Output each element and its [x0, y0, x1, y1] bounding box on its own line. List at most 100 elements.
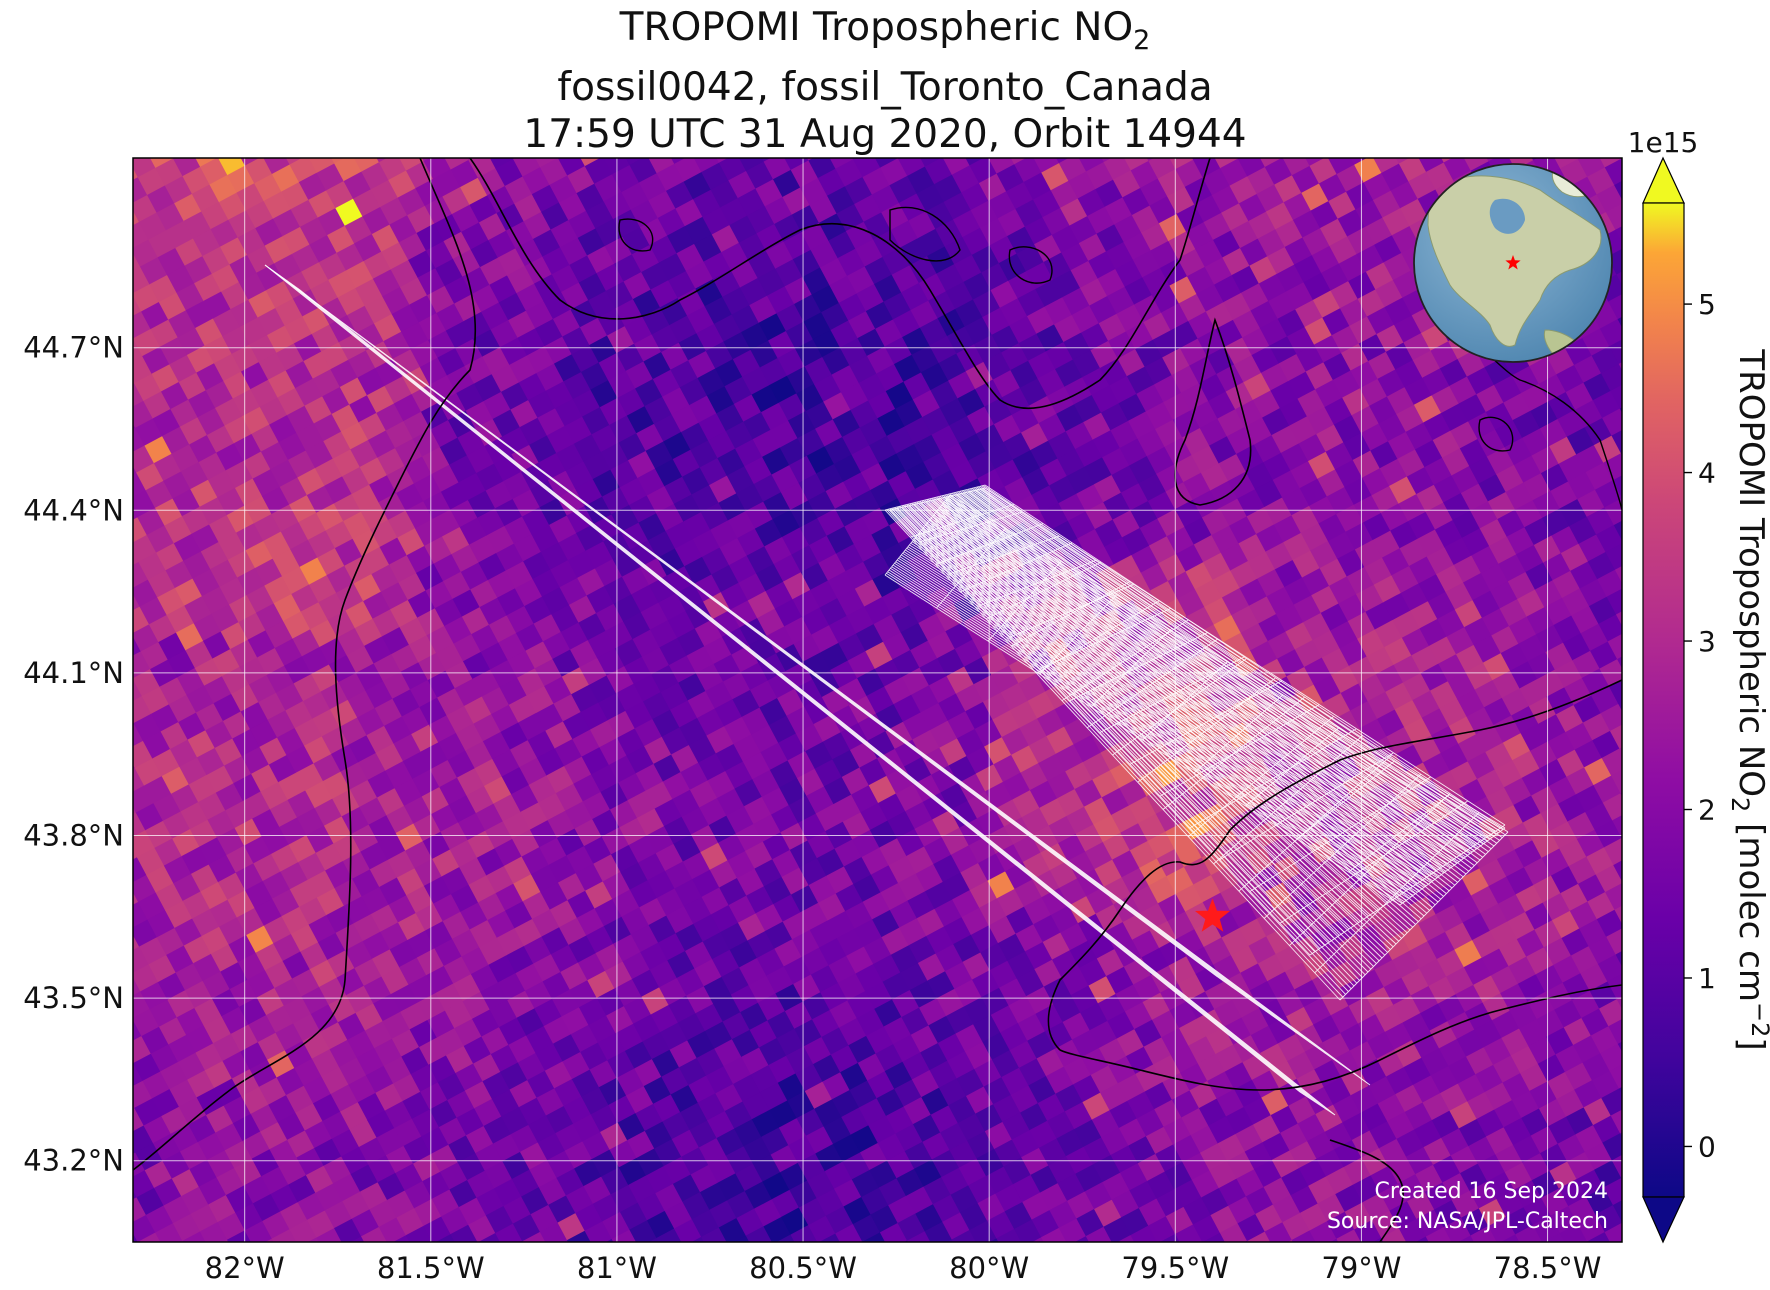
no2-pixel	[267, 710, 296, 738]
no2-pixel	[528, 1115, 557, 1144]
no2-pixel	[200, 541, 229, 570]
no2-pixel	[226, 505, 255, 534]
no2-pixel	[458, 812, 486, 841]
no2-pixel	[532, 1249, 560, 1277]
no2-pixel	[229, 979, 258, 1008]
no2-pixel	[471, 624, 500, 653]
no2-pixel	[710, 1245, 738, 1273]
no2-pixel	[539, 837, 568, 866]
no2-pixel	[147, 569, 176, 598]
no2-pixel	[140, 641, 169, 670]
no2-pixel	[89, 1099, 117, 1127]
no2-pixel	[159, 677, 188, 705]
no2-pixel	[523, 936, 552, 965]
no2-pixel	[1130, 116, 1158, 144]
no2-pixel	[110, 115, 138, 143]
no2-pixel	[182, 891, 211, 920]
no2-pixel	[509, 1079, 538, 1108]
no2-pixel	[305, 1165, 334, 1194]
no2-pixel	[152, 1133, 181, 1162]
no2-pixel	[916, 1249, 944, 1277]
no2-pixel	[485, 1205, 514, 1234]
no2-pixel	[185, 300, 214, 329]
no2-pixel	[226, 845, 255, 874]
no2-pixel	[455, 723, 484, 752]
no2-pixel	[133, 946, 150, 975]
no2-pixel	[432, 849, 461, 878]
no2-pixel	[330, 359, 359, 388]
no2-pixel	[281, 1247, 309, 1275]
no2-pixel	[308, 1255, 336, 1283]
no2-pixel	[165, 900, 193, 929]
no2-pixel	[589, 719, 618, 748]
no2-pixel	[337, 1012, 366, 1041]
no2-pixel	[217, 1212, 246, 1241]
no2-pixel	[278, 432, 307, 461]
no2-pixel	[375, 743, 404, 772]
no2-pixel	[138, 212, 167, 241]
no2-pixel	[521, 846, 550, 875]
no2-pixel	[612, 889, 640, 918]
no2-pixel	[357, 707, 385, 736]
no2-pixel	[175, 238, 204, 267]
no2-pixel	[255, 943, 284, 971]
no2-pixel	[458, 158, 487, 161]
no2-pixel	[261, 486, 290, 515]
no2-pixel	[636, 808, 665, 837]
no2-pixel	[360, 501, 389, 530]
no2-pixel	[644, 1121, 673, 1150]
no2-pixel	[296, 807, 325, 836]
no2-pixel	[835, 1223, 864, 1242]
no2-pixel	[247, 970, 276, 998]
no2-pixel	[560, 962, 589, 991]
no2-pixel	[610, 1184, 639, 1213]
no2-pixel	[177, 1052, 206, 1081]
no2-pixel	[655, 843, 684, 872]
no2-pixel	[565, 1185, 594, 1214]
no2-pixel	[396, 483, 425, 512]
no2-pixel	[204, 1060, 233, 1089]
no2-pixel	[235, 862, 264, 891]
no2-pixel	[181, 1186, 210, 1215]
no2-pixel	[285, 360, 314, 389]
no2-pixel	[139, 596, 168, 625]
no2-pixel	[570, 1024, 599, 1053]
no2-pixel	[208, 130, 236, 158]
no2-pixel	[1085, 117, 1113, 145]
no2-pixel	[548, 158, 577, 159]
no2-pixel	[583, 1176, 612, 1205]
no2-pixel	[343, 896, 372, 924]
no2-pixel	[102, 866, 130, 894]
no2-pixel	[705, 1065, 734, 1094]
no2-pixel	[225, 460, 254, 489]
no2-pixel	[426, 965, 454, 994]
no2-pixel	[243, 1175, 272, 1204]
no2-pixel	[483, 776, 512, 805]
no2-pixel	[1623, 1258, 1651, 1286]
no2-pixel	[553, 693, 582, 722]
no2-pixel	[1335, 120, 1363, 148]
no2-pixel	[293, 673, 322, 702]
no2-pixel	[256, 263, 285, 291]
no2-pixel	[348, 350, 376, 379]
no2-pixel	[492, 749, 521, 778]
no2-pixel	[154, 498, 183, 527]
no2-pixel	[268, 1094, 297, 1123]
no2-pixel	[203, 291, 232, 320]
no2-pixel	[382, 671, 411, 700]
no2-pixel	[207, 1150, 235, 1178]
no2-pixel	[724, 1101, 753, 1130]
no2-pixel	[823, 1116, 852, 1145]
lat-tick-label: 43.8°N	[23, 819, 124, 853]
no2-pixel	[579, 657, 608, 686]
no2-pixel	[176, 1007, 205, 1036]
no2-pixel	[296, 423, 325, 451]
no2-pixel	[594, 898, 623, 927]
no2-pixel	[351, 484, 380, 513]
no2-pixel	[718, 1217, 747, 1242]
no2-pixel	[431, 1189, 460, 1218]
no2-pixel	[183, 551, 211, 580]
no2-pixel	[817, 1233, 846, 1242]
no2-pixel	[432, 124, 460, 152]
no2-pixel	[510, 1124, 539, 1153]
